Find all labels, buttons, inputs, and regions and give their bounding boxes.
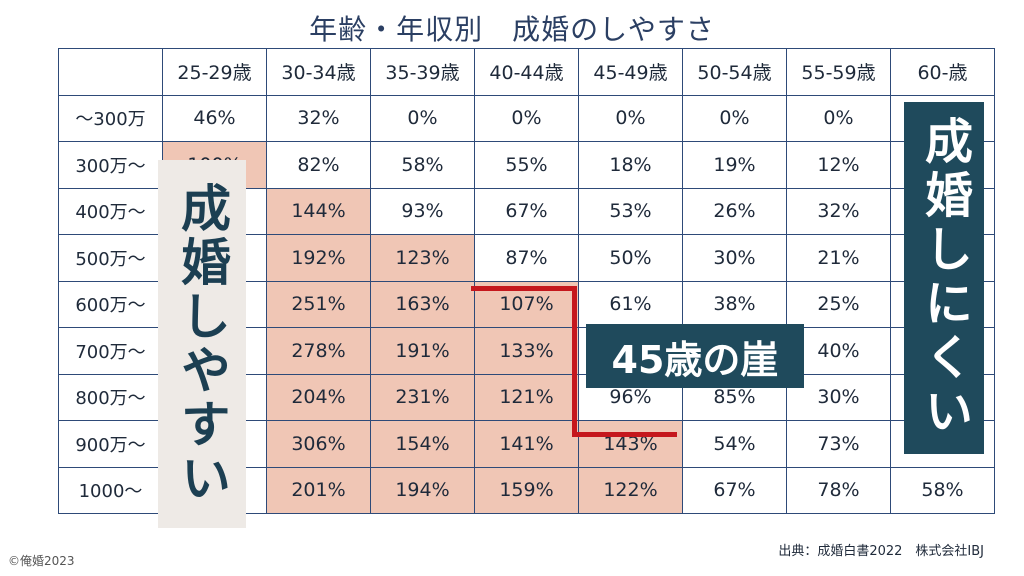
table-cell: 251%	[266, 280, 371, 328]
column-header: 60-歳	[890, 48, 995, 96]
column-header: 40-44歳	[474, 48, 579, 96]
table-cell: 25%	[786, 280, 891, 328]
column-header: 45-49歳	[578, 48, 683, 96]
table-cell: 141%	[474, 420, 579, 468]
table-cell: 12%	[786, 141, 891, 189]
table-cell: 159%	[474, 466, 579, 514]
table-cell: 67%	[682, 466, 787, 514]
table-cell: 46%	[162, 94, 267, 142]
table-cell: 58%	[370, 141, 475, 189]
easy-marriage-label-box: 成婚しやすい	[158, 160, 246, 528]
table-cell: 50%	[578, 234, 683, 282]
table-cell: 0%	[682, 94, 787, 142]
table-cell: 123%	[370, 234, 475, 282]
cliff-label-box: 45歳の崖	[586, 324, 804, 388]
table-cell: 121%	[474, 373, 579, 421]
hard-marriage-label-box: 成婚しにくい	[904, 102, 984, 454]
table-cell: 54%	[682, 420, 787, 468]
table-cell: 163%	[370, 280, 475, 328]
table-cell: 144%	[266, 187, 371, 235]
cliff-label: 45歳の崖	[611, 337, 779, 382]
table-cell: 93%	[370, 187, 475, 235]
table-cell: 21%	[786, 234, 891, 282]
row-header: 〜300万	[58, 94, 163, 142]
row-header: 700万〜	[58, 327, 163, 375]
table-cell: 26%	[682, 187, 787, 235]
table-cell: 201%	[266, 466, 371, 514]
table-row: 300万〜100%82%58%55%18%19%12%	[58, 141, 995, 189]
table-cell: 194%	[370, 466, 475, 514]
column-header: 50-54歳	[682, 48, 787, 96]
table-cell: 18%	[578, 141, 683, 189]
table-cell: 0%	[370, 94, 475, 142]
row-header: 600万〜	[58, 280, 163, 328]
table-cell: 0%	[578, 94, 683, 142]
table-cell: 78%	[786, 466, 891, 514]
table-cell: 0%	[474, 94, 579, 142]
table-cell: 32%	[786, 187, 891, 235]
table-cell: 133%	[474, 327, 579, 375]
table-cell: 154%	[370, 420, 475, 468]
table-cell: 0%	[786, 94, 891, 142]
table-cell: 87%	[474, 234, 579, 282]
hard-marriage-label: 成婚しにくい	[916, 116, 972, 440]
table-cell: 143%	[578, 420, 683, 468]
table-cell: 30%	[682, 234, 787, 282]
corner-cell	[58, 48, 163, 96]
header-row: 25-29歳 30-34歳 35-39歳 40-44歳 45-49歳 50-54歳 55-5…	[58, 48, 995, 96]
cliff-line-top	[471, 286, 577, 291]
table-cell: 204%	[266, 373, 371, 421]
table-cell: 192%	[266, 234, 371, 282]
table-cell: 55%	[474, 141, 579, 189]
row-header: 800万〜	[58, 373, 163, 421]
column-header: 35-39歳	[370, 48, 475, 96]
table-cell: 38%	[682, 280, 787, 328]
table-cell: 58%	[890, 466, 995, 514]
table-cell: 231%	[370, 373, 475, 421]
copyright: ©俺婚2023	[8, 554, 75, 568]
table-cell: 19%	[682, 141, 787, 189]
source-citation: 出典：成婚白書2022 株式会社IBJ	[778, 544, 984, 559]
table-cell: 82%	[266, 141, 371, 189]
table-row: 〜300万 46% 32% 0% 0% 0% 0% 0%	[58, 94, 995, 142]
row-header: 400万〜	[58, 187, 163, 235]
column-header: 30-34歳	[266, 48, 371, 96]
row-header: 900万〜	[58, 420, 163, 468]
table-cell: 122%	[578, 466, 683, 514]
easy-marriage-label: 成婚しやすい	[173, 182, 231, 506]
table-cell: 67%	[474, 187, 579, 235]
cliff-line-vertical	[572, 286, 577, 437]
row-header: 300万〜	[58, 141, 163, 189]
page-title: 年齢・年収別 成婚のしやすさ	[309, 13, 715, 46]
row-header: 500万〜	[58, 234, 163, 282]
column-header: 55-59歳	[786, 48, 891, 96]
row-header: 1000〜	[58, 466, 163, 514]
column-header: 25-29歳	[162, 48, 267, 96]
table-cell: 191%	[370, 327, 475, 375]
table-cell: 53%	[578, 187, 683, 235]
table-cell: 278%	[266, 327, 371, 375]
cliff-line-bottom	[572, 432, 677, 437]
table-cell: 61%	[578, 280, 683, 328]
table-cell: 306%	[266, 420, 371, 468]
table-cell: 73%	[786, 420, 891, 468]
table-cell: 32%	[266, 94, 371, 142]
